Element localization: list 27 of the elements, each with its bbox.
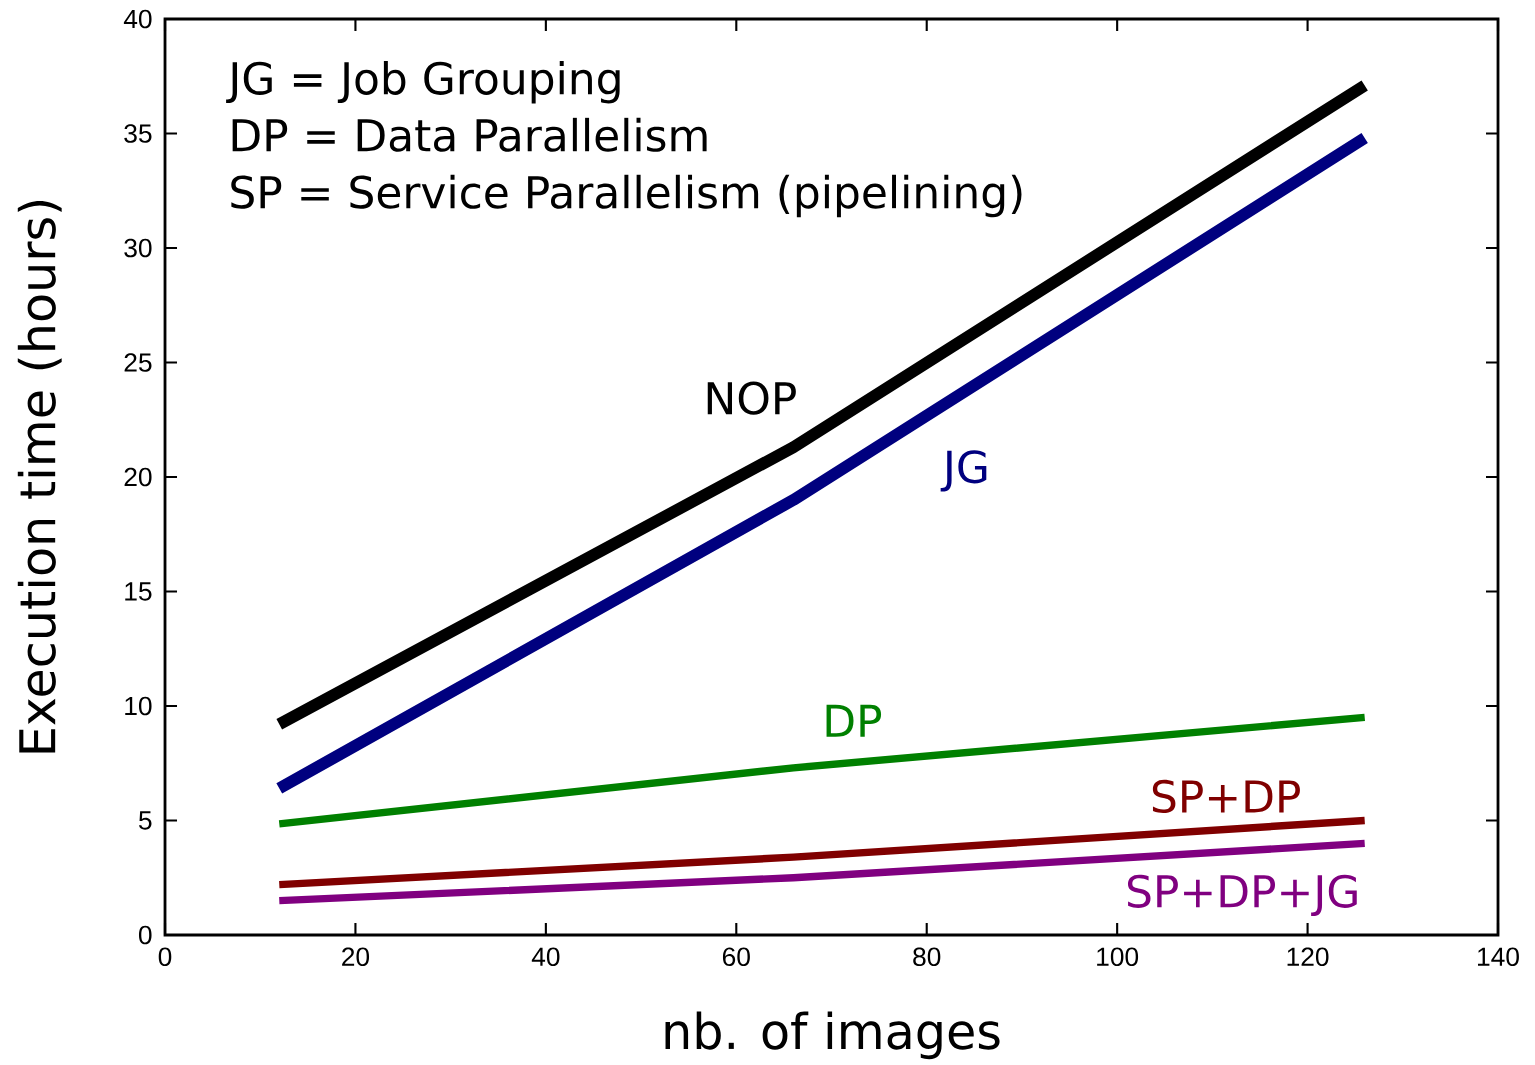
y-tick-label: 35 bbox=[124, 124, 152, 143]
series-label: DP bbox=[826, 704, 882, 737]
annotation: SP = Service Parallelism (pipelining) bbox=[231, 174, 1022, 218]
y-tick-label: 20 bbox=[124, 467, 152, 487]
x-tick-label: 40 bbox=[531, 947, 560, 967]
y-tick-label: 25 bbox=[124, 353, 152, 372]
y-tick-label: 10 bbox=[125, 696, 152, 716]
x-tick-label: 140 bbox=[1478, 947, 1519, 967]
series-label: SP+DP bbox=[1152, 779, 1300, 814]
series-label: JG bbox=[940, 450, 987, 492]
x-tick-label: 120 bbox=[1287, 947, 1329, 967]
y-tick-label: 0 bbox=[138, 925, 152, 945]
y-tick-label: 5 bbox=[138, 811, 152, 830]
x-tick-label: 0 bbox=[158, 947, 172, 967]
x-tick-label: 60 bbox=[722, 947, 750, 967]
x-tick-label: 80 bbox=[913, 947, 941, 967]
x-axis-title: nb. of images bbox=[665, 1011, 1000, 1060]
x-tick-label: 20 bbox=[342, 947, 370, 967]
annotation: JG = Job Grouping bbox=[226, 60, 620, 104]
annotation: DP = Data Parallelism bbox=[232, 117, 707, 152]
y-axis-title: Execution time (hours) bbox=[17, 200, 62, 753]
y-tick-label: 30 bbox=[124, 238, 152, 258]
series-label: SP+DP+JG bbox=[1127, 874, 1357, 917]
series-label: NOP bbox=[707, 381, 796, 415]
x-tick-label: 100 bbox=[1097, 947, 1139, 967]
y-tick-label: 15 bbox=[125, 582, 152, 601]
y-tick-label: 40 bbox=[123, 9, 152, 29]
